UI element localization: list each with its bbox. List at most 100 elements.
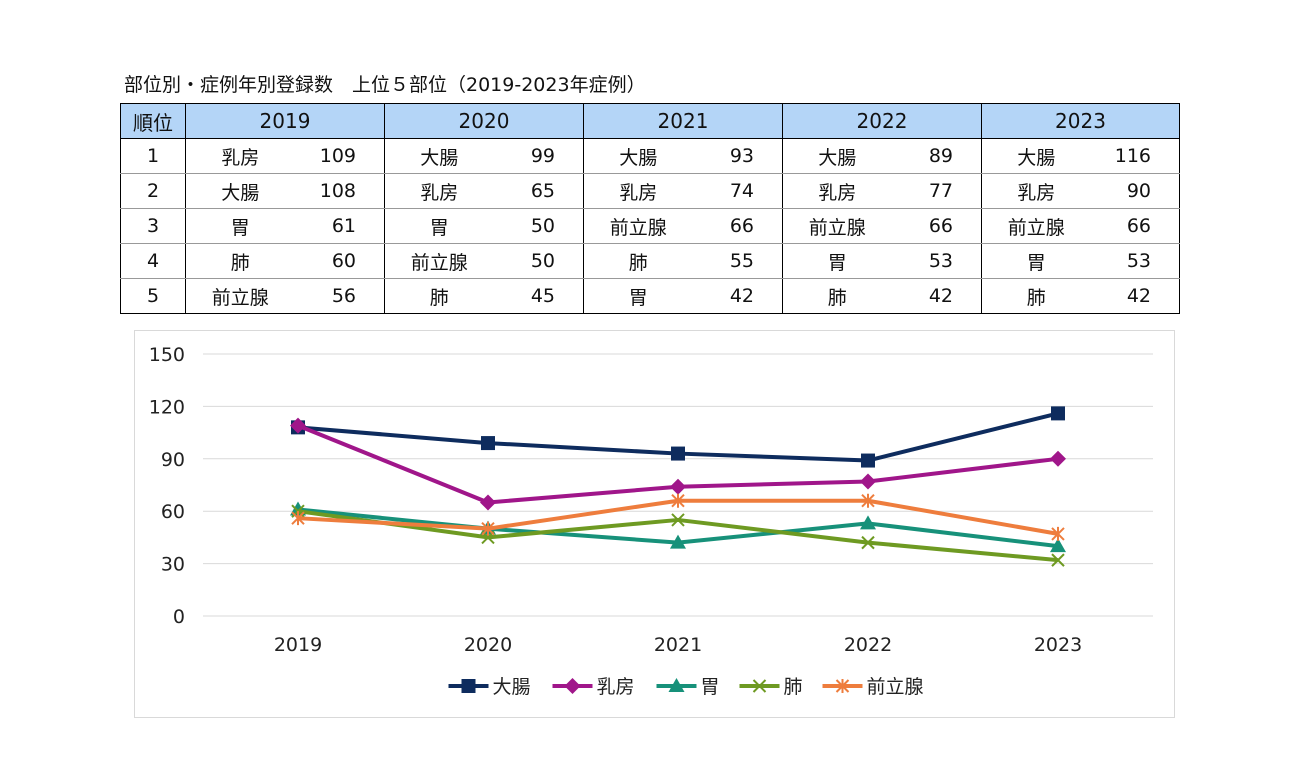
legend-marker: [835, 679, 850, 693]
year-header: 2019: [185, 103, 385, 139]
site-cell: 胃: [981, 243, 1091, 279]
table-row: 4 肺 60 前立腺 50 肺 55 胃 53 胃 53: [120, 243, 1180, 279]
year-header: 2023: [981, 103, 1180, 139]
table-header-row: 順位 2019 2020 2021 2022 2023: [120, 103, 1180, 139]
y-tick-label: 30: [161, 554, 185, 576]
count-cell: 42: [1090, 278, 1180, 314]
x-tick-label: 2021: [654, 634, 702, 656]
y-tick-label: 150: [149, 344, 185, 366]
y-tick-label: 120: [149, 396, 185, 418]
site-cell: 前立腺: [981, 208, 1091, 244]
count-cell: 116: [1090, 138, 1180, 174]
count-cell: 90: [1090, 173, 1180, 209]
data-point: [861, 535, 875, 550]
data-point: [291, 511, 305, 526]
x-tick-label: 2023: [1034, 634, 1082, 656]
data-point: [671, 493, 685, 508]
x-tick-label: 2019: [274, 634, 322, 656]
data-point: [1051, 526, 1065, 541]
legend-marker: [461, 679, 476, 693]
site-cell: 肺: [981, 278, 1091, 314]
table-row: 5 前立腺 56 肺 45 胃 42 肺 42 肺 42: [120, 278, 1180, 314]
data-point: [1050, 450, 1066, 467]
count-cell: 65: [493, 173, 584, 209]
count-cell: 55: [692, 243, 783, 279]
site-cell: 大腸: [981, 138, 1091, 174]
count-cell: 53: [1090, 243, 1180, 279]
table-title: 部位別・症例年別登録数 上位５部位（2019-2023年症例）: [124, 74, 646, 96]
year-header: 2021: [583, 103, 783, 139]
y-tick-label: 0: [173, 606, 185, 628]
count-cell: 66: [1090, 208, 1180, 244]
data-point: [481, 521, 495, 536]
site-cell: 胃: [583, 278, 693, 314]
site-cell: 乳房: [782, 173, 892, 209]
rank-cell: 3: [120, 208, 186, 244]
legend-marker: [752, 679, 767, 693]
rank-cell: 2: [120, 173, 186, 209]
count-cell: 53: [891, 243, 982, 279]
legend-marker: [668, 678, 685, 692]
rank-header: 順位: [120, 103, 186, 139]
count-cell: 66: [891, 208, 982, 244]
data-point: [481, 436, 495, 451]
site-cell: 乳房: [384, 173, 494, 209]
legend-label: 乳房: [597, 676, 635, 698]
count-cell: 42: [891, 278, 982, 314]
y-tick-label: 60: [161, 501, 185, 523]
line-chart: 0 30 60 90 120 150 2019 2020 2021 2022 2023 大腸 乳房 胃 肺 前…: [149, 344, 1153, 698]
count-cell: 42: [692, 278, 783, 314]
site-cell: 胃: [185, 208, 295, 244]
data-point: [860, 515, 876, 530]
site-cell: 前立腺: [185, 278, 295, 314]
site-cell: 大腸: [185, 173, 295, 209]
site-cell: 肺: [185, 243, 295, 279]
count-cell: 109: [294, 138, 385, 174]
table-row: 3 胃 61 胃 50 前立腺 66 前立腺 66 前立腺 66: [120, 208, 1180, 244]
table-row: 2 大腸 108 乳房 65 乳房 74 乳房 77 乳房 90: [120, 173, 1180, 209]
rank-cell: 4: [120, 243, 186, 279]
data-point: [290, 417, 306, 434]
count-cell: 60: [294, 243, 385, 279]
data-point: [860, 473, 876, 490]
year-header: 2020: [384, 103, 584, 139]
rank-cell: 5: [120, 278, 186, 314]
count-cell: 50: [493, 243, 584, 279]
count-cell: 108: [294, 173, 385, 209]
count-cell: 93: [692, 138, 783, 174]
legend-label: 大腸: [493, 676, 531, 698]
data-point: [1051, 553, 1065, 567]
count-cell: 99: [493, 138, 584, 174]
site-cell: 大腸: [583, 138, 693, 174]
site-cell: 大腸: [384, 138, 494, 174]
data-point: [671, 513, 685, 527]
site-cell: 大腸: [782, 138, 892, 174]
data-point: [1051, 406, 1065, 421]
count-cell: 77: [891, 173, 982, 209]
data-point: [480, 494, 496, 511]
data-point: [861, 453, 875, 468]
data-point: [1050, 538, 1066, 553]
site-cell: 肺: [782, 278, 892, 314]
data-point: [861, 493, 875, 508]
site-cell: 乳房: [981, 173, 1091, 209]
legend-label: 前立腺: [867, 676, 924, 698]
site-cell: 前立腺: [782, 208, 892, 244]
count-cell: 50: [493, 208, 584, 244]
site-cell: 乳房: [583, 173, 693, 209]
count-cell: 74: [692, 173, 783, 209]
site-cell: 胃: [384, 208, 494, 244]
data-point: [670, 478, 686, 495]
year-header: 2022: [782, 103, 982, 139]
legend-label: 肺: [784, 676, 803, 698]
ranking-table: 順位 2019 2020 2021 2022 2023 1 乳房 109 大腸 99 大腸…: [120, 103, 1180, 314]
count-cell: 89: [891, 138, 982, 174]
site-cell: 肺: [583, 243, 693, 279]
count-cell: 56: [294, 278, 385, 314]
y-tick-label: 90: [161, 449, 185, 471]
count-cell: 61: [294, 208, 385, 244]
site-cell: 前立腺: [384, 243, 494, 279]
site-cell: 胃: [782, 243, 892, 279]
site-cell: 肺: [384, 278, 494, 314]
site-cell: 前立腺: [583, 208, 693, 244]
